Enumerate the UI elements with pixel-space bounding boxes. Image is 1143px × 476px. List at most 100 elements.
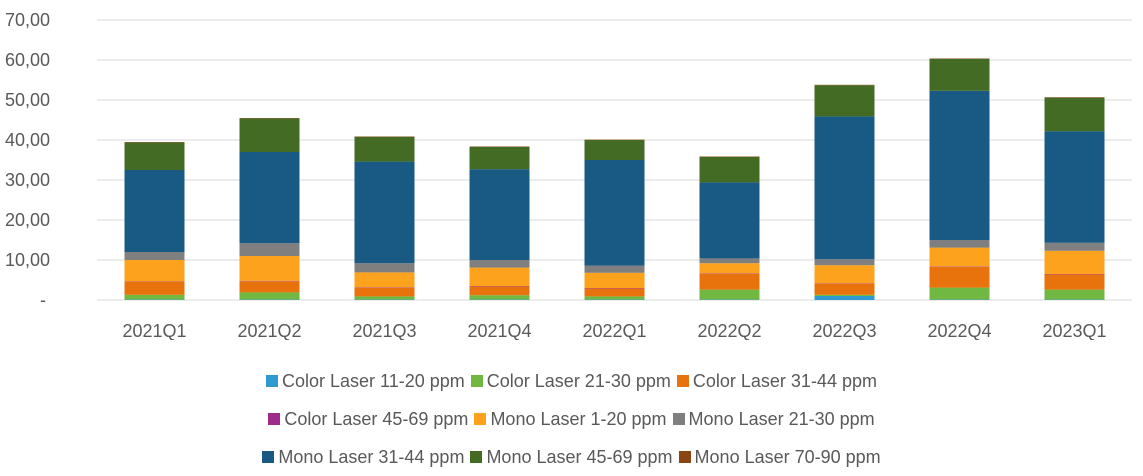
bar-segment xyxy=(930,240,990,248)
bar-segment xyxy=(700,263,760,273)
bar-segment xyxy=(355,137,415,162)
legend-swatch xyxy=(470,451,482,463)
bar-segment xyxy=(585,160,645,266)
legend-swatch xyxy=(471,375,483,387)
bar-segment xyxy=(930,59,990,91)
bar-segment xyxy=(700,157,760,183)
bar-stack-2021Q1 xyxy=(125,142,185,300)
bar-segment xyxy=(125,260,185,282)
legend-item: Color Laser 45-69 ppm xyxy=(268,409,468,430)
legend-label: Mono Laser 70-90 ppm xyxy=(695,447,881,468)
bar-segment xyxy=(355,272,415,287)
y-tick-label: 50,00 xyxy=(5,90,50,110)
bar-stack-2023Q1 xyxy=(1045,97,1105,300)
bar-segment xyxy=(240,243,300,256)
y-tick-label: 40,00 xyxy=(5,130,50,150)
bar-stack-2021Q3 xyxy=(355,136,415,300)
bar-segment xyxy=(125,252,185,260)
bar-segment xyxy=(1045,98,1105,132)
bar-stack-2022Q3 xyxy=(815,85,875,300)
x-tick-label: 2022Q3 xyxy=(812,321,876,340)
legend-item: Mono Laser 1-20 ppm xyxy=(474,409,666,430)
stacked-bar-chart: - 10,00 20,00 30,00 40,00 50,00 60,00 70,00 202… xyxy=(0,0,1143,340)
legend-row-2: Color Laser 45-69 ppm Mono Laser 1-20 ppm… xyxy=(0,400,1143,438)
x-tick-label: 2022Q4 xyxy=(927,321,991,340)
bar-segment xyxy=(125,142,185,170)
legend-swatch xyxy=(679,451,691,463)
bar-segment xyxy=(585,140,645,160)
legend-label: Color Laser 11-20 ppm xyxy=(282,371,465,392)
bar-segment xyxy=(470,286,530,295)
bar-segment xyxy=(355,263,415,272)
x-tick-label: 2022Q2 xyxy=(697,321,761,340)
y-tick-label: 20,00 xyxy=(5,210,50,230)
legend-label: Mono Laser 31-44 ppm xyxy=(278,447,464,468)
bar-segment xyxy=(355,162,415,264)
bar-stack-2022Q1 xyxy=(585,140,645,300)
legend-item: Color Laser 31-44 ppm xyxy=(677,371,877,392)
bar-segment xyxy=(1045,243,1105,251)
y-tick-label: 60,00 xyxy=(5,50,50,70)
bar-segment xyxy=(700,290,760,300)
bar-segment xyxy=(240,152,300,243)
bar-segment xyxy=(815,259,875,265)
x-tick-label: 2021Q3 xyxy=(352,321,416,340)
bar-segment xyxy=(585,273,645,288)
bar-segment xyxy=(815,284,875,295)
bar-segment xyxy=(1045,131,1105,243)
bar-segment xyxy=(355,296,415,299)
y-axis-ticks: - 10,00 20,00 30,00 40,00 50,00 60,00 70,00 xyxy=(5,10,50,310)
legend-item: Mono Laser 70-90 ppm xyxy=(679,447,881,468)
x-tick-label: 2021Q4 xyxy=(467,321,531,340)
legend-item: Mono Laser 31-44 ppm xyxy=(262,447,464,468)
bar-segment xyxy=(930,91,990,240)
y-tick-label: 30,00 xyxy=(5,170,50,190)
y-tick-label: 70,00 xyxy=(5,10,50,30)
bar-segment xyxy=(240,118,300,152)
bar-segment xyxy=(1045,290,1105,300)
bar-segment xyxy=(700,274,760,290)
x-tick-label: 2022Q1 xyxy=(582,321,646,340)
legend-row-3: Mono Laser 31-44 ppm Mono Laser 45-69 ppm… xyxy=(0,438,1143,476)
x-tick-label: 2021Q1 xyxy=(122,321,186,340)
bar-segment xyxy=(815,116,875,259)
bar-stack-2021Q4 xyxy=(470,146,530,300)
legend-item: Color Laser 11-20 ppm xyxy=(266,371,465,392)
bar-segment xyxy=(125,170,185,252)
y-tick-label: - xyxy=(40,290,46,310)
bar-segment xyxy=(1045,274,1105,289)
legend-swatch xyxy=(673,413,685,425)
legend-swatch xyxy=(266,375,278,387)
bar-segment xyxy=(930,267,990,288)
bar-stack-2021Q2 xyxy=(240,118,300,300)
legend-label: Mono Laser 21-30 ppm xyxy=(689,409,875,430)
bar-segment xyxy=(815,296,875,300)
y-tick-label: 10,00 xyxy=(5,250,50,270)
bar-segment xyxy=(1045,251,1105,274)
bar-segment xyxy=(240,281,300,292)
bar-segment xyxy=(470,147,530,169)
bar-segment xyxy=(125,282,185,295)
bar-segment xyxy=(125,295,185,300)
bar-segment xyxy=(815,265,875,283)
bar-segment xyxy=(700,258,760,263)
bar-segment xyxy=(470,260,530,268)
bar-segment xyxy=(815,295,875,296)
legend-swatch xyxy=(268,413,280,425)
bar-stack-2022Q2 xyxy=(700,156,760,300)
bar-segment xyxy=(355,288,415,297)
bar-segment xyxy=(815,85,875,116)
bar-segment xyxy=(930,248,990,267)
bar-segment xyxy=(470,268,530,286)
legend-label: Color Laser 31-44 ppm xyxy=(693,371,877,392)
bar-segment xyxy=(930,288,990,300)
bar-segment xyxy=(470,169,530,260)
bar-stacks xyxy=(125,58,1105,300)
legend-label: Mono Laser 45-69 ppm xyxy=(486,447,672,468)
bar-segment xyxy=(585,288,645,296)
bar-segment xyxy=(470,295,530,299)
x-tick-label: 2023Q1 xyxy=(1042,321,1106,340)
